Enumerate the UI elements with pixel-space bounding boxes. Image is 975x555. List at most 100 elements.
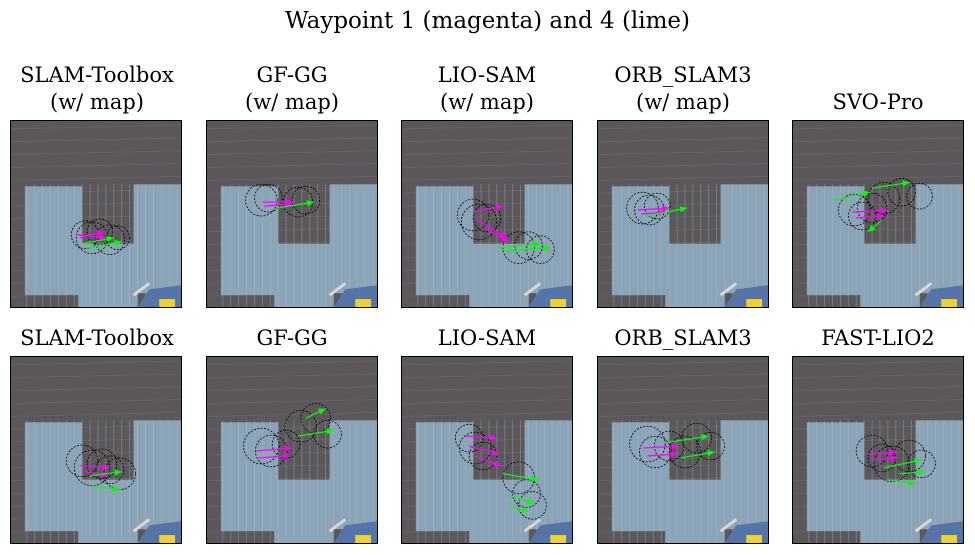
waypoint-1-arrow-head: [489, 434, 497, 441]
panel-title-line2: (w/ map): [440, 90, 534, 114]
uncertainty-circle: [254, 183, 283, 213]
floor-texture-line: [11, 373, 181, 379]
floor-texture-line: [207, 124, 377, 130]
corner-yellow-object: [159, 535, 176, 543]
corner-yellow-object: [550, 299, 567, 307]
floor-texture-line: [11, 386, 181, 392]
uncertainty-circle: [907, 449, 936, 479]
figure-title: Waypoint 1 (magenta) and 4 (lime): [284, 8, 691, 34]
floor-texture-line: [598, 163, 768, 168]
waypoint-4-arrow-head: [533, 241, 541, 248]
panel-title-line1: ORB_SLAM3: [614, 63, 752, 87]
uncertainty-circle: [291, 185, 321, 215]
waypoint-1-arrow-head: [880, 207, 888, 214]
corner-yellow-object: [355, 535, 372, 543]
floor-texture-line: [793, 124, 963, 130]
floor-mat-left: [611, 422, 670, 532]
corner-yellow-object: [746, 299, 763, 307]
floor-texture-line: [402, 399, 572, 404]
panel-image: [207, 121, 377, 307]
corner-pole: [132, 518, 151, 533]
waypoint-4-arrow-head: [106, 235, 114, 243]
floor-mat-center: [78, 479, 138, 543]
corner-yellow-object: [159, 299, 176, 307]
floor-texture-line: [793, 386, 963, 392]
panel-title-r1-c2: GF-GG (w/ map): [197, 62, 387, 116]
floor-texture-line: [402, 386, 572, 392]
waypoint-1-arrow-head: [669, 451, 678, 458]
floor-mat-left: [220, 422, 279, 532]
floor-texture-line: [402, 163, 572, 168]
floor-mat-left: [24, 422, 83, 532]
panel-title-line1: FAST-LIO2: [821, 326, 935, 350]
floor-mat-right: [133, 420, 181, 530]
panel-image: [402, 357, 572, 543]
floor-mat-left: [611, 186, 670, 296]
uncertainty-circle: [906, 182, 933, 210]
waypoint-4-arrow-head: [526, 498, 535, 505]
uncertainty-circle: [855, 434, 889, 468]
waypoint-4-arrow-head: [902, 180, 910, 187]
floor-texture-line: [598, 150, 768, 156]
waypoint-1-arrow-head: [284, 445, 292, 452]
corner-pole: [328, 282, 347, 297]
floor-mat-left: [415, 422, 474, 532]
waypoint-4-arrow-head: [914, 458, 922, 465]
floor-texture-line: [598, 373, 768, 379]
panel-title-r1-c3: LIO-SAM (w/ map): [392, 62, 582, 116]
floor-texture-line: [793, 163, 963, 168]
uncertainty-circle: [893, 439, 926, 473]
panel-title-r2-c4: ORB_SLAM3: [588, 325, 778, 352]
waypoint-4-arrow-head: [701, 434, 709, 441]
panel-title-line1: ORB_SLAM3: [614, 326, 752, 350]
floor-texture-line: [207, 175, 377, 181]
corner-yellow-object: [355, 299, 372, 307]
panel-title-r2-c1: SLAM-Toolbox: [2, 325, 192, 352]
corner-yellow-object: [941, 299, 958, 307]
floor-texture-line: [11, 163, 181, 168]
panel-title-line2: (w/ map): [50, 90, 144, 114]
floor-texture-line: [793, 150, 963, 156]
floor-texture-line: [207, 386, 377, 392]
waypoint-1-arrow-head: [98, 233, 106, 241]
uncertainty-circle: [518, 491, 547, 520]
floor-texture-line: [598, 137, 768, 143]
corner-pole: [328, 518, 347, 533]
uncertainty-circle: [460, 203, 498, 241]
panel-image: [793, 121, 963, 307]
waypoint-4-arrow-head: [114, 469, 122, 476]
panel-title-r2-c2: GF-GG: [197, 325, 387, 352]
uncertainty-circle: [867, 181, 901, 215]
floor-texture-line: [11, 360, 181, 366]
waypoint-4-arrow-head: [918, 469, 926, 476]
floor-mat-center: [274, 243, 334, 307]
uncertainty-circle: [313, 419, 342, 449]
floor-texture-line: [598, 175, 768, 181]
floor-texture-line: [793, 360, 963, 366]
floor-mat-right: [329, 420, 377, 530]
floor-texture-line: [598, 360, 768, 366]
panel-image: [598, 121, 768, 307]
floor-texture-line: [598, 399, 768, 404]
floor-mat-left: [806, 186, 865, 296]
waypoint-1-arrow-head: [96, 230, 104, 237]
uncertainty-circle: [65, 444, 99, 478]
uncertainty-circle: [86, 218, 114, 246]
floor-mat-left: [24, 186, 83, 296]
floor-texture-line: [402, 175, 572, 181]
floor-texture-line: [11, 150, 181, 156]
panel-image: [793, 357, 963, 543]
floor-mat-right: [720, 420, 768, 530]
panel-r1-c1: [10, 120, 182, 308]
waypoint-1-arrow-head: [890, 455, 898, 462]
floor-texture-line: [11, 137, 181, 143]
panel-title-line1: SLAM-Toolbox: [20, 326, 174, 350]
uncertainty-circle: [86, 448, 118, 480]
panel-r2-c3: [401, 356, 573, 544]
floor-mat-center: [860, 479, 920, 543]
panel-title-r2-c3: LIO-SAM: [392, 325, 582, 352]
panel-title-r1-c1: SLAM-Toolbox (w/ map): [2, 62, 192, 116]
waypoint-1-arrow-head: [876, 213, 884, 220]
panel-r2-c2: [206, 356, 378, 544]
floor-mat-left: [415, 186, 474, 296]
